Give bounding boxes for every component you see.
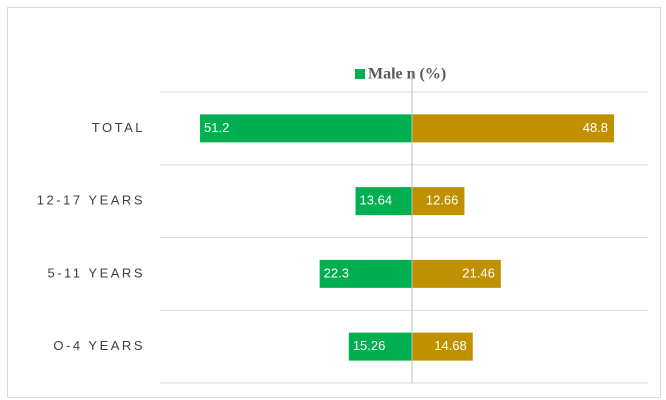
bar bbox=[200, 114, 412, 143]
value-label: 22.3 bbox=[324, 265, 349, 280]
bar bbox=[412, 187, 465, 216]
bar bbox=[412, 114, 615, 143]
bar bbox=[348, 332, 412, 361]
legend-swatch bbox=[355, 69, 365, 79]
category-label: TOTAL bbox=[92, 120, 145, 135]
value-label: 51.2 bbox=[204, 120, 229, 135]
bar bbox=[412, 332, 473, 361]
value-label: 21.46 bbox=[462, 265, 495, 280]
legend-label: Male n (%) bbox=[368, 66, 446, 83]
category-label: 12-17 YEARS bbox=[37, 193, 145, 208]
category-label: O-4 YEARS bbox=[53, 338, 145, 353]
chart-frame bbox=[7, 7, 661, 398]
bar bbox=[355, 187, 412, 216]
value-label: 13.64 bbox=[360, 193, 393, 208]
bar bbox=[412, 259, 501, 288]
value-label: 48.8 bbox=[583, 120, 608, 135]
value-label: 14.68 bbox=[434, 338, 467, 353]
value-label: 15.26 bbox=[353, 338, 386, 353]
value-label: 12.66 bbox=[426, 193, 459, 208]
bar bbox=[319, 259, 412, 288]
category-label: 5-11 YEARS bbox=[47, 265, 145, 280]
